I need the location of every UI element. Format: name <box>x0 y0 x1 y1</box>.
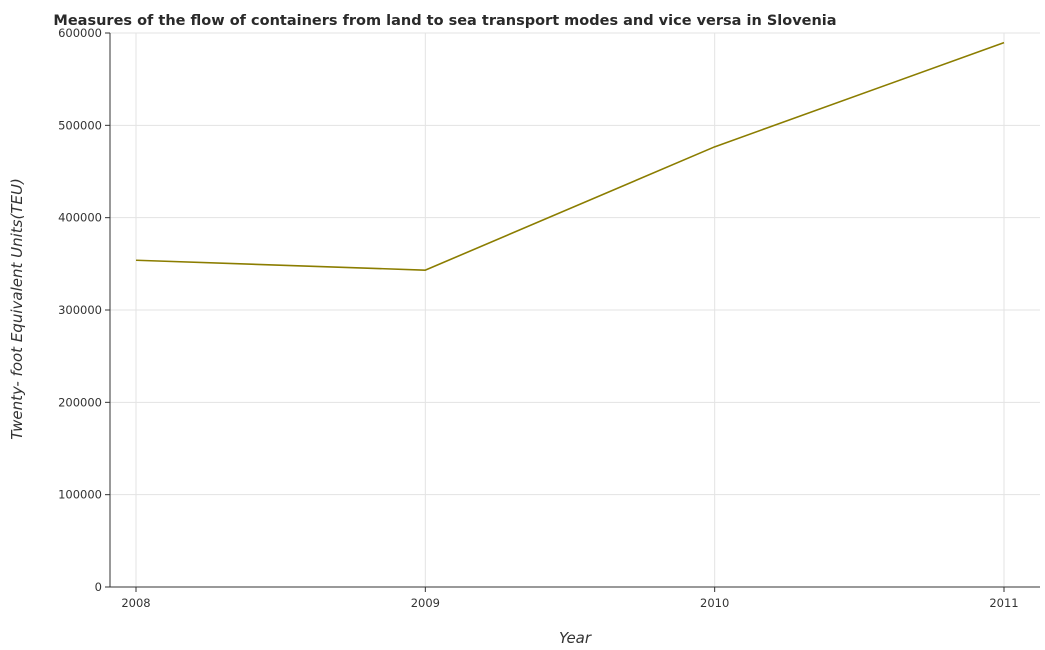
series-layer <box>135 41 1005 271</box>
y-tick-label: 500000 <box>58 118 102 132</box>
y-tick-label: 200000 <box>58 395 102 409</box>
y-axis-label: Twenty- foot Equivalent Units(TEU) <box>8 178 26 440</box>
grid-layer <box>110 32 1040 588</box>
axis-layer: 0 100000 200000 300000 400000 500000 600000 200… <box>58 26 1040 610</box>
y-tick-label: 300000 <box>58 303 102 317</box>
x-tick-label: 2008 <box>121 596 150 610</box>
x-axis-label: Year <box>559 629 592 647</box>
series-line <box>135 41 1005 271</box>
chart-title: Measures of the flow of containers from … <box>53 13 836 29</box>
y-tick-label: 400000 <box>58 211 102 225</box>
y-tick-label: 0 <box>95 580 102 594</box>
y-tick-label: 600000 <box>58 26 102 40</box>
y-tick-label: 100000 <box>58 488 102 502</box>
x-tick-label: 2009 <box>411 596 440 610</box>
x-tick-label: 2010 <box>700 596 729 610</box>
x-tick-label: 2011 <box>989 596 1018 610</box>
